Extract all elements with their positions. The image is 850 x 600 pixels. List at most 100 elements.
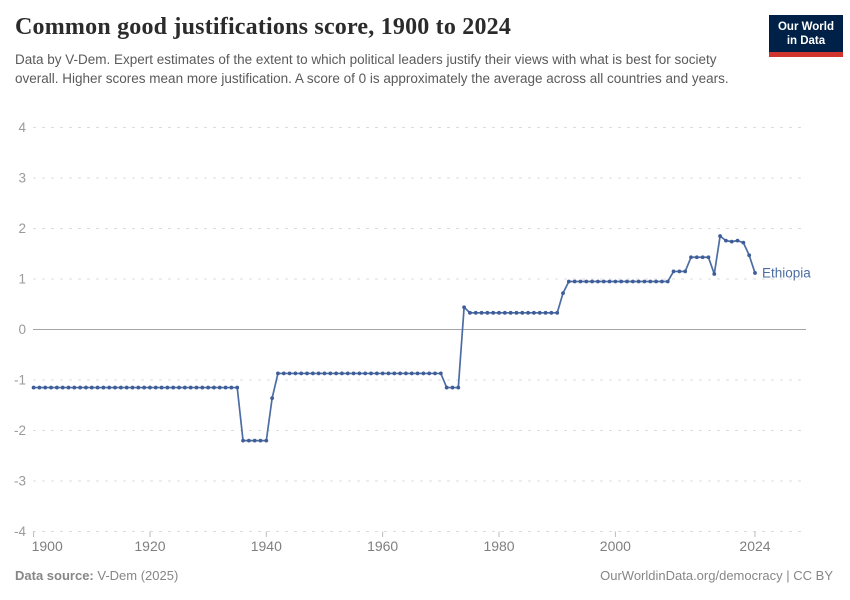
data-point — [229, 385, 234, 390]
data-point — [473, 310, 478, 315]
data-point — [89, 385, 94, 390]
data-point — [334, 371, 339, 376]
data-point — [66, 385, 71, 390]
data-point — [235, 385, 240, 390]
data-point — [630, 279, 635, 284]
x-axis-tick-label: 2000 — [600, 538, 631, 554]
data-point — [700, 255, 705, 260]
y-axis-tick-label: 0 — [18, 322, 26, 337]
data-point — [398, 371, 403, 376]
data-point — [212, 385, 216, 390]
data-point — [43, 385, 48, 390]
data-point — [49, 385, 53, 390]
data-point — [462, 305, 467, 310]
data-point — [706, 255, 711, 260]
data-point — [316, 371, 321, 376]
data-point — [683, 269, 688, 274]
data-point — [648, 279, 653, 284]
y-axis-tick-label: -4 — [14, 524, 26, 539]
data-point — [753, 271, 757, 275]
data-source-value: V-Dem (2025) — [93, 568, 179, 583]
data-point — [148, 385, 152, 390]
data-point — [246, 438, 251, 443]
data-point — [363, 371, 368, 376]
data-point — [444, 385, 449, 390]
logo-line1: Our World — [777, 21, 834, 33]
y-axis-tick-label: 3 — [18, 171, 26, 186]
data-point — [485, 310, 490, 315]
line-chart: 4 3 2 1 0 -1 -2 -3 -4 1900 1920 1940 1960 1980 2000 202… — [14, 120, 811, 554]
data-point — [293, 371, 298, 376]
data-point — [409, 371, 414, 376]
data-point — [694, 255, 699, 260]
data-point — [508, 310, 513, 315]
data-point — [729, 239, 734, 244]
data-point — [95, 385, 100, 390]
data-point — [270, 396, 275, 401]
data-point — [101, 385, 106, 390]
data-point — [514, 310, 519, 315]
data-point — [724, 238, 728, 243]
data-point — [37, 385, 42, 390]
data-point — [258, 438, 263, 443]
data-point — [60, 385, 65, 390]
data-point — [392, 371, 397, 376]
data-point — [369, 371, 373, 376]
data-point — [660, 279, 664, 284]
x-axis-tick-label: 1900 — [32, 538, 63, 554]
data-point — [654, 279, 658, 284]
data-point — [479, 310, 484, 315]
data-point — [747, 253, 752, 258]
data-point — [549, 310, 554, 315]
data-point — [276, 371, 280, 376]
data-point — [386, 371, 391, 376]
data-point — [78, 385, 83, 390]
data-point — [421, 371, 426, 376]
data-point — [159, 385, 164, 390]
data-point — [72, 385, 77, 390]
data-point — [404, 371, 408, 376]
series-label-ethiopia: Ethiopia — [762, 265, 811, 280]
data-point — [84, 385, 88, 390]
data-point — [188, 385, 193, 390]
data-point — [433, 371, 437, 376]
x-axis-tick-label: 1980 — [483, 538, 514, 554]
data-point — [532, 310, 536, 315]
data-point — [491, 310, 496, 315]
data-point — [642, 279, 647, 284]
data-point — [689, 255, 693, 260]
y-axis-tick-label: -2 — [14, 423, 26, 438]
data-point — [54, 385, 59, 390]
chart-subtitle: Data by V-Dem. Expert estimates of the e… — [15, 52, 729, 86]
data-point — [520, 310, 525, 315]
data-point — [136, 385, 141, 390]
data-source: Data source: V-Dem (2025) — [15, 568, 178, 583]
y-axis-tick-label: 2 — [18, 221, 26, 236]
data-point — [305, 371, 309, 376]
x-axis-tick-label: 1960 — [367, 538, 398, 554]
data-point — [456, 385, 461, 390]
data-point — [113, 385, 117, 390]
data-point — [438, 371, 443, 376]
data-point — [607, 279, 612, 284]
data-point — [171, 385, 176, 390]
y-axis-tick-label: -1 — [14, 373, 26, 388]
data-point — [194, 385, 199, 390]
data-point — [671, 269, 676, 274]
data-point — [677, 269, 682, 274]
ethiopia-line — [33, 235, 756, 442]
data-point — [118, 385, 123, 390]
data-point — [322, 371, 327, 376]
data-point — [450, 385, 455, 390]
credit-link[interactable]: OurWorldinData.org/democracy | CC BY — [600, 568, 833, 583]
data-point — [537, 310, 542, 315]
data-point — [345, 371, 350, 376]
owid-logo[interactable]: Our World in Data — [768, 15, 843, 57]
logo-line2: in Data — [786, 35, 826, 47]
page-title: Common good justifications score, 1900 t… — [15, 14, 512, 40]
data-point — [177, 385, 181, 390]
data-point — [142, 385, 147, 390]
data-point — [735, 238, 740, 243]
data-point — [572, 279, 577, 284]
